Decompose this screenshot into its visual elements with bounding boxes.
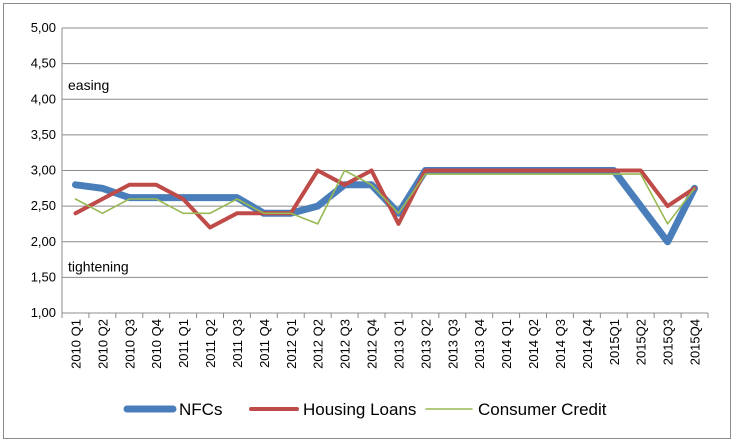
y-axis: 1,00 1,50 2,00 2,50 3,00 3,50 4,00 4,50 5,00	[31, 20, 63, 320]
y-tick-label: 5,00	[31, 20, 56, 35]
x-tick-label: 2015Q2	[634, 319, 649, 365]
legend-label-housing-loans: Housing Loans	[303, 400, 416, 419]
x-tick-label: 2011 Q2	[203, 319, 218, 368]
x-tick-label: 2012 Q4	[365, 319, 380, 369]
x-tick-label: 2015Q1	[607, 319, 622, 365]
series-line-housing-loans	[73, 168, 697, 230]
x-tick-label: 2013 Q1	[391, 319, 406, 369]
legend: NFCs Housing Loans Consumer Credit	[123, 400, 607, 419]
x-tick-label: 2014 Q2	[526, 319, 541, 369]
y-tick-label: 2,50	[31, 198, 56, 213]
x-tick-label: 2015Q3	[661, 319, 676, 365]
x-tick-label: 2013 Q4	[472, 319, 487, 369]
annotation-easing: easing	[68, 77, 109, 93]
x-tick-label: 2014 Q3	[553, 319, 568, 369]
x-tick-label: 2010 Q4	[149, 319, 164, 369]
y-tick-label: 3,00	[31, 163, 56, 178]
y-tick-label: 2,00	[31, 234, 56, 249]
x-tick-label: 2011 Q3	[230, 319, 245, 368]
x-tick-label: 2010 Q2	[95, 319, 110, 369]
y-tick-label: 3,50	[31, 127, 56, 142]
annotations: easing tightening	[68, 77, 129, 275]
series-lines	[72, 167, 698, 246]
x-tick-label: 2013 Q2	[418, 319, 433, 369]
y-tick-label: 1,50	[31, 269, 56, 284]
x-axis: 2010 Q1 2010 Q2 2010 Q3 2010 Q4 2011 Q1 2011 …	[61, 312, 709, 369]
x-tick-label: 2013 Q3	[445, 319, 460, 369]
x-tick-label: 2011 Q4	[257, 319, 272, 368]
x-tick-label: 2012 Q3	[338, 319, 353, 369]
y-tick-label: 4,00	[31, 91, 56, 106]
x-tick-label: 2012 Q2	[311, 319, 326, 369]
y-tick-label: 4,50	[31, 56, 56, 71]
series-line-consumer-credit	[74, 169, 696, 225]
legend-label-consumer-credit: Consumer Credit	[478, 400, 607, 419]
legend-label-nfcs: NFCs	[179, 400, 222, 419]
y-tick-label: 1,00	[31, 305, 56, 320]
annotation-tightening: tightening	[68, 259, 129, 275]
x-tick-label: 2011 Q1	[176, 319, 191, 368]
x-tick-label: 2014 Q4	[580, 319, 595, 369]
x-tick-label: 2010 Q1	[68, 319, 83, 369]
chart-frame	[3, 3, 731, 439]
x-tick-label: 2014 Q1	[499, 319, 514, 369]
x-tick-label: 2012 Q1	[284, 319, 299, 369]
x-tick-label: 2010 Q3	[122, 319, 137, 369]
x-tick-label: 2015Q4	[688, 319, 703, 365]
